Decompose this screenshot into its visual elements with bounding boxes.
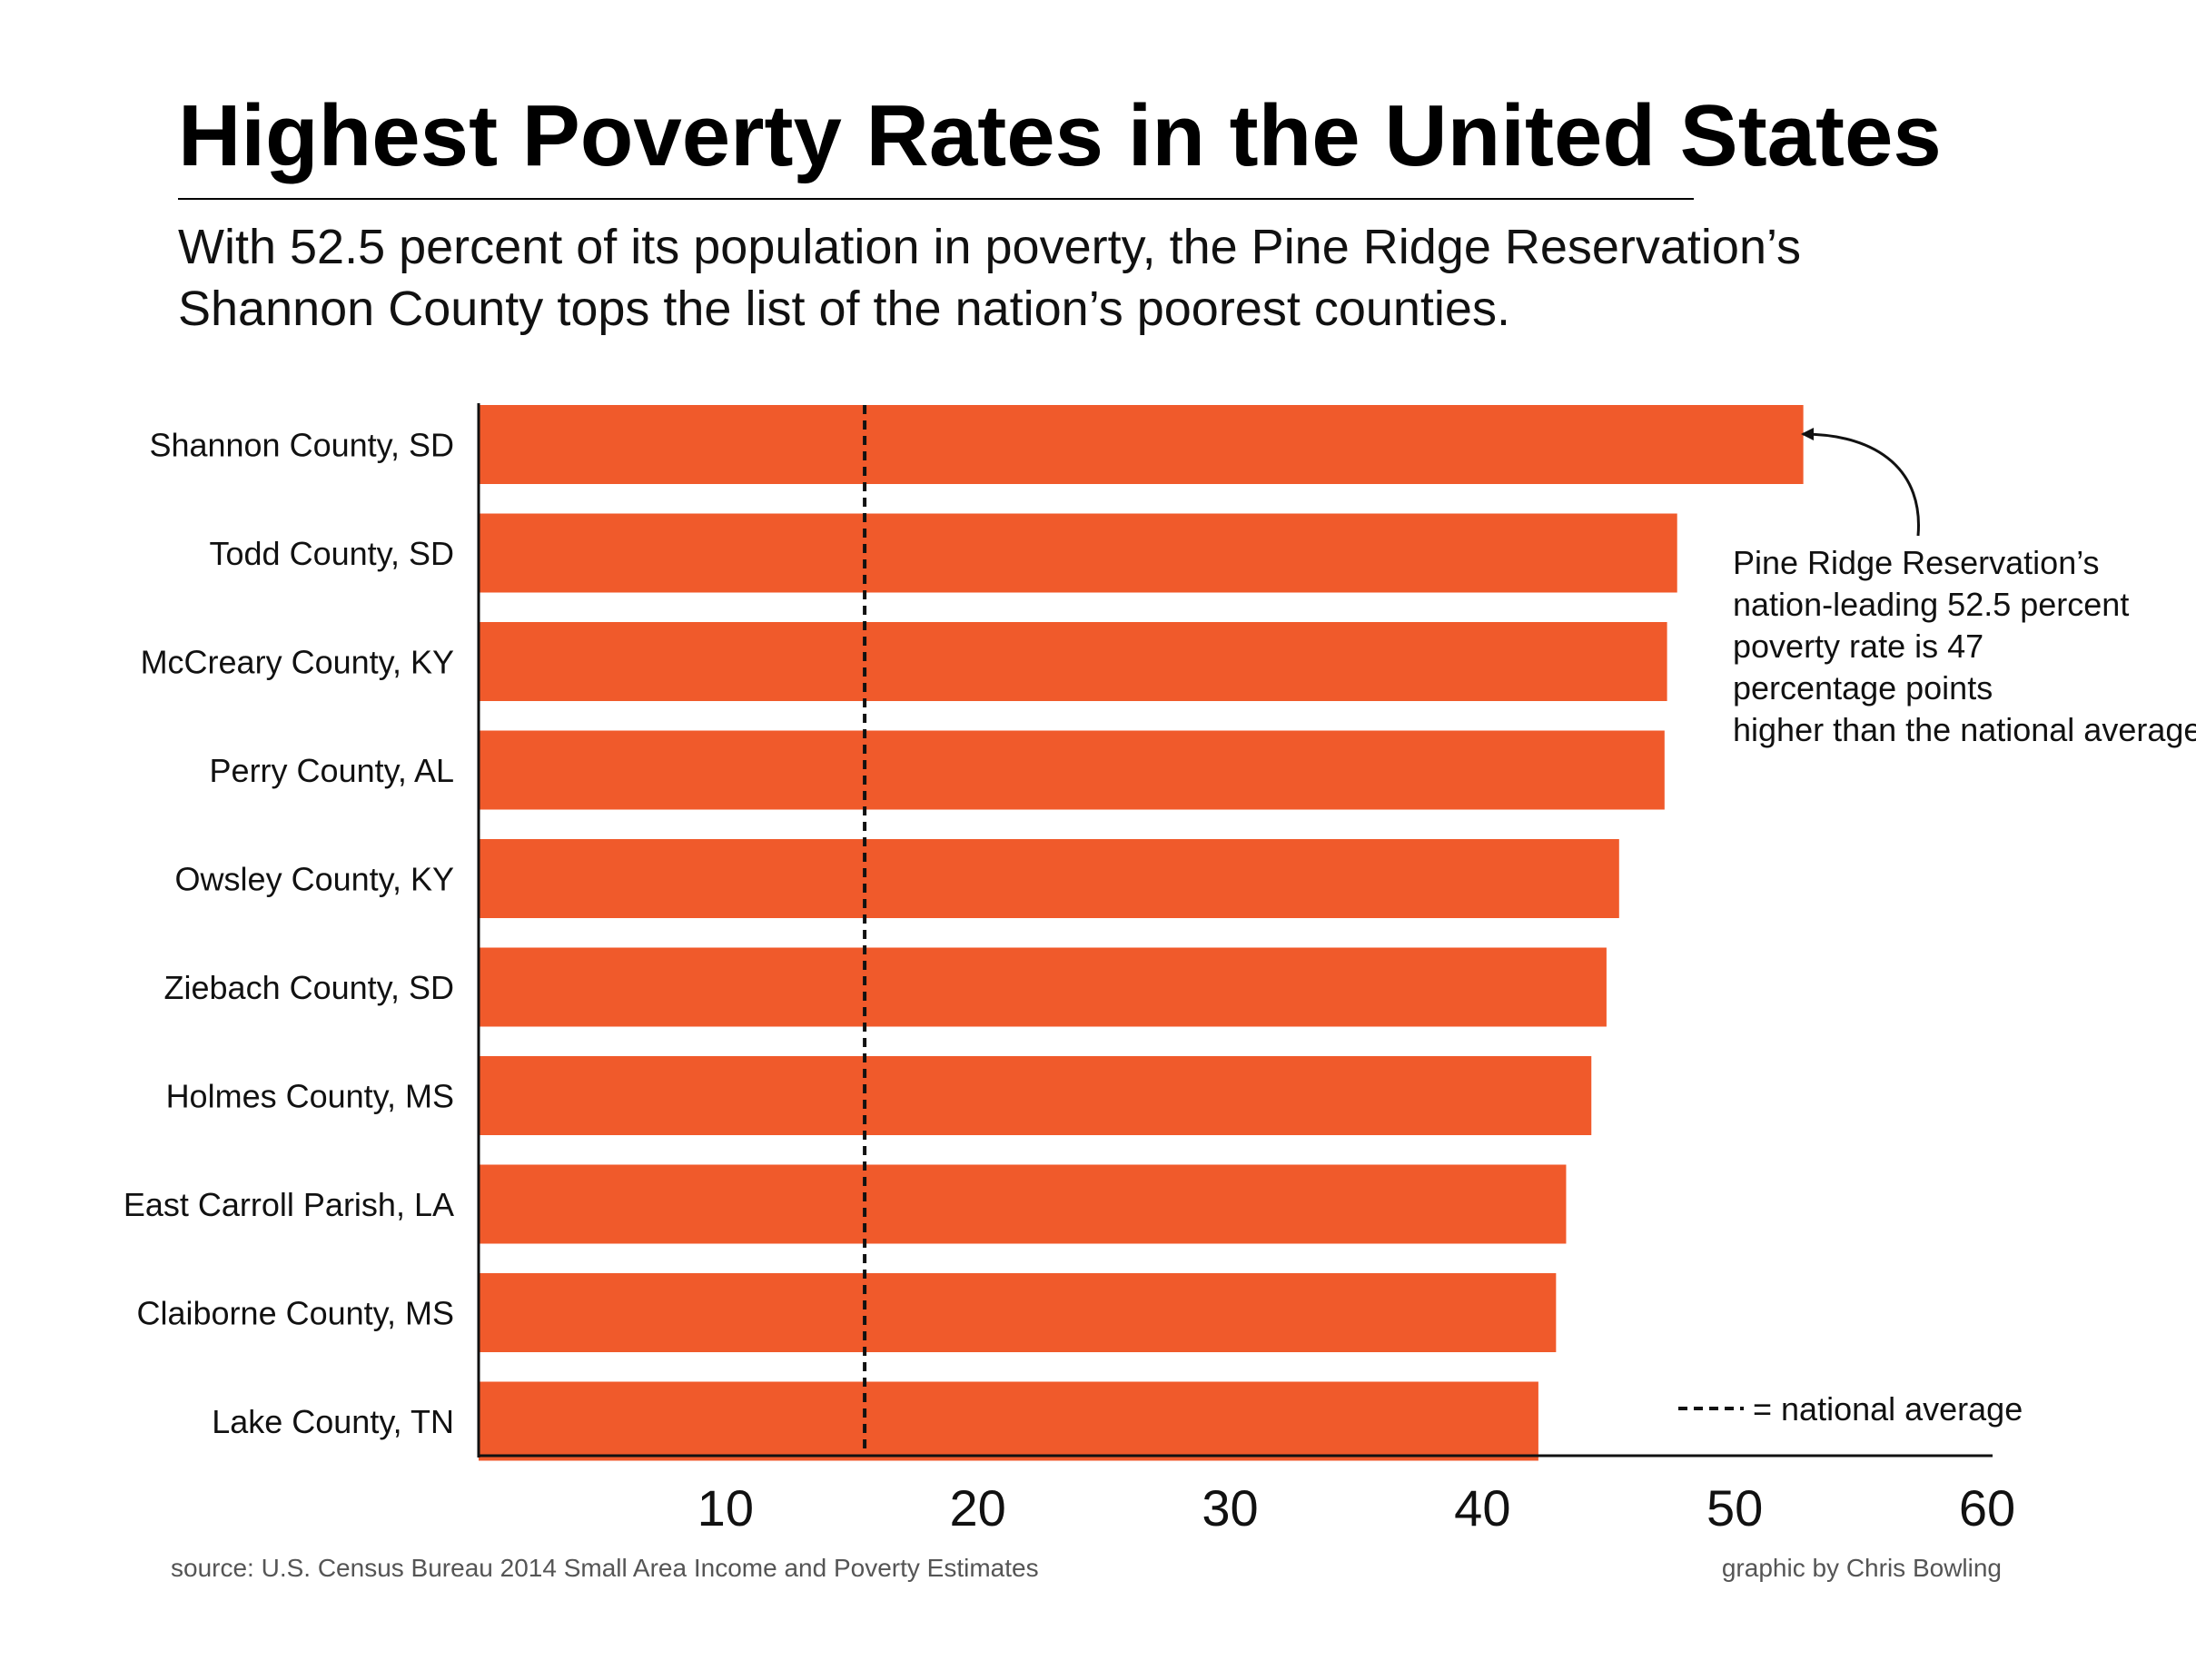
bar-10 xyxy=(479,1381,1538,1461)
annotation-line-3: poverty rate is 47 xyxy=(1733,628,1983,665)
bar-4 xyxy=(479,730,1665,810)
chart-subtitle-line-2: Shannon County tops the list of the nati… xyxy=(178,282,1510,336)
annotation-arrow xyxy=(1801,428,1920,537)
category-label-7: Holmes County, MS xyxy=(166,1078,454,1115)
category-label-3: McCreary County, KY xyxy=(141,644,454,681)
category-label-2: Todd County, SD xyxy=(210,535,454,572)
x-tick-30: 30 xyxy=(1202,1479,1258,1537)
category-label-10: Lake County, TN xyxy=(212,1403,454,1440)
legend: = national average xyxy=(1678,1390,2023,1428)
category-label-8: East Carroll Parish, LA xyxy=(124,1186,454,1223)
source-note: source: U.S. Census Bureau 2014 Small Ar… xyxy=(171,1554,1039,1582)
annotation-line-1: Pine Ridge Reservation’s xyxy=(1733,544,2100,581)
bar-2 xyxy=(479,513,1677,593)
credit-note: graphic by Chris Bowling xyxy=(1722,1554,2002,1582)
category-label-4: Perry County, AL xyxy=(210,752,454,789)
x-tick-40: 40 xyxy=(1454,1479,1510,1537)
x-tick-labels: 10 20 30 40 50 60 xyxy=(697,1479,2015,1537)
bar-9 xyxy=(479,1273,1557,1352)
legend-label: = national average xyxy=(1753,1390,2023,1428)
annotation: Pine Ridge Reservation’s nation-leading … xyxy=(1733,544,2196,748)
annotation-line-5: higher than the national average. xyxy=(1733,711,2196,748)
category-label-5: Owsley County, KY xyxy=(175,861,454,898)
category-labels: Shannon County, SD Todd County, SD McCrear… xyxy=(124,427,454,1441)
x-tick-20: 20 xyxy=(950,1479,1006,1537)
x-tick-10: 10 xyxy=(697,1479,754,1537)
category-label-1: Shannon County, SD xyxy=(149,427,454,464)
category-label-6: Ziebach County, SD xyxy=(164,969,454,1006)
chart-subtitle-line-1: With 52.5 percent of its population in p… xyxy=(178,220,1801,274)
bar-8 xyxy=(479,1164,1567,1244)
annotation-line-2: nation-leading 52.5 percent xyxy=(1733,586,2129,623)
bar-5 xyxy=(479,839,1619,918)
chart-title: Highest Poverty Rates in the United Stat… xyxy=(178,87,1942,184)
bar-7 xyxy=(479,1056,1592,1135)
x-tick-50: 50 xyxy=(1706,1479,1763,1537)
bar-6 xyxy=(479,947,1607,1027)
bar-3 xyxy=(479,622,1667,701)
bar-1 xyxy=(479,405,1804,484)
category-label-9: Claiborne County, MS xyxy=(137,1295,455,1332)
annotation-line-4: percentage points xyxy=(1733,669,1993,707)
bars-group xyxy=(479,405,1804,1461)
x-tick-60: 60 xyxy=(1959,1479,2015,1537)
